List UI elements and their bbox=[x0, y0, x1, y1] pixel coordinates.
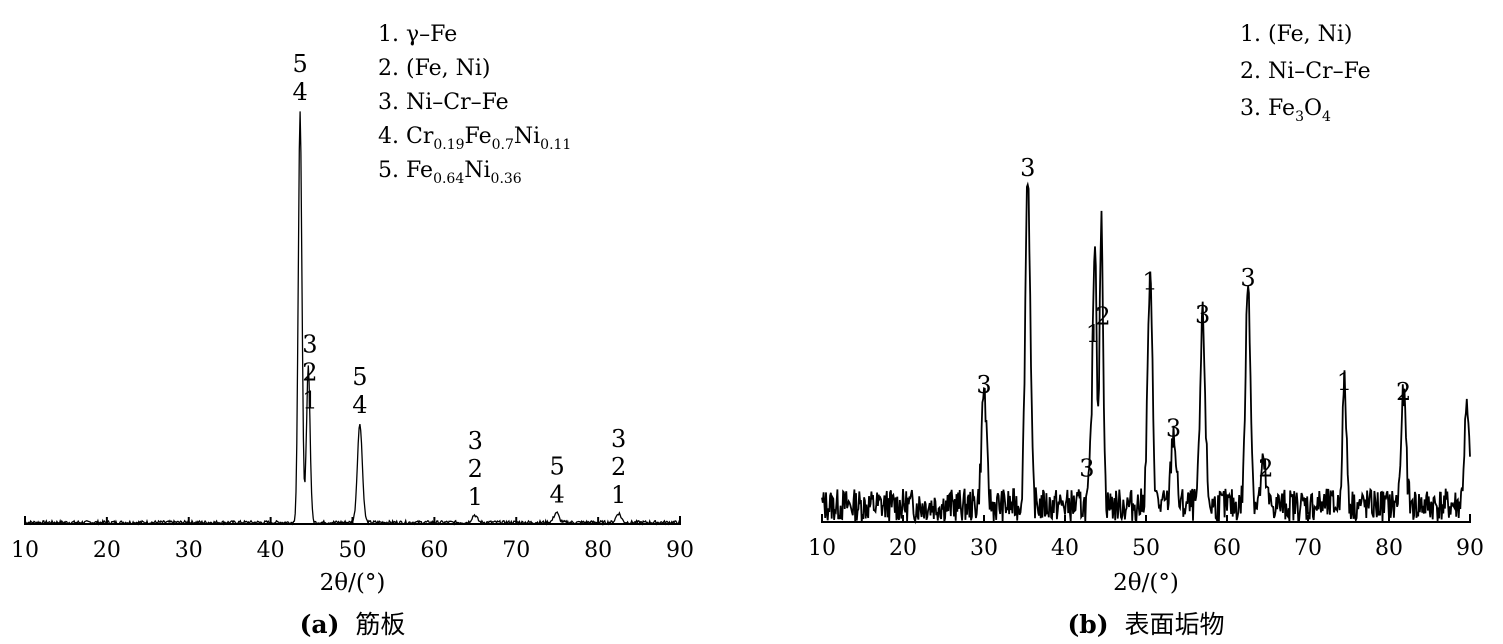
peak-label: 3 bbox=[611, 425, 626, 453]
chart-b-caption: (b) 表面垢物 bbox=[1067, 610, 1224, 639]
peak-label: 2 bbox=[1258, 455, 1273, 483]
peak-label: 3 bbox=[468, 427, 483, 455]
peak-label: 1 bbox=[611, 481, 626, 509]
peak-label: 1 bbox=[302, 386, 317, 414]
peak-label: 3 bbox=[1195, 301, 1210, 329]
x-tick-label: 20 bbox=[889, 536, 917, 561]
legend-entry: 2. Ni–Cr–Fe bbox=[1240, 59, 1371, 84]
x-tick-label: 50 bbox=[339, 538, 367, 563]
x-tick-label: 30 bbox=[175, 538, 203, 563]
x-tick-label: 60 bbox=[1213, 536, 1241, 561]
peak-label: 4 bbox=[352, 391, 367, 419]
legend-entry: 3. Ni–Cr–Fe bbox=[378, 90, 509, 115]
peak-label: 1 bbox=[1337, 368, 1352, 396]
peak-label: 2 bbox=[1396, 378, 1411, 406]
chart-a-trace bbox=[24, 111, 681, 527]
peak-label: 2 bbox=[611, 453, 626, 481]
x-tick-label: 90 bbox=[1456, 536, 1484, 561]
peak-label: 5 bbox=[352, 363, 367, 391]
peak-label: 2 bbox=[302, 358, 317, 386]
x-tick-label: 20 bbox=[93, 538, 121, 563]
peak-label: 2 bbox=[1095, 302, 1110, 330]
peak-label: 1 bbox=[468, 483, 483, 511]
legend-entry: 4. Cr0.19Fe0.7Ni0.11 bbox=[378, 124, 571, 153]
legend-entry: 3. Fe3O4 bbox=[1240, 96, 1331, 125]
x-tick-label: 70 bbox=[1294, 536, 1322, 561]
peak-label: 1 bbox=[1142, 268, 1157, 296]
chart-b-ticks: 10 20 30 40 50 60 70 80 90 bbox=[808, 515, 1484, 561]
peak-label: 3 bbox=[1166, 415, 1181, 443]
x-tick-label: 90 bbox=[666, 538, 694, 563]
peak-label: 4 bbox=[550, 481, 565, 509]
x-tick-label: 60 bbox=[420, 538, 448, 563]
chart-a-ticks: 10 20 30 40 50 60 70 80 90 bbox=[11, 517, 694, 563]
x-tick-label: 10 bbox=[808, 536, 836, 561]
chart-b-trace bbox=[821, 181, 1471, 525]
peak-label: 5 bbox=[292, 50, 307, 78]
peak-label: 3 bbox=[1079, 455, 1094, 483]
peak-label: 3 bbox=[976, 371, 991, 399]
x-tick-label: 30 bbox=[970, 536, 998, 561]
x-tick-label: 70 bbox=[502, 538, 530, 563]
chart-b-caption-prefix: (b) bbox=[1067, 610, 1108, 639]
peak-label: 3 bbox=[1240, 264, 1255, 292]
chart-a-xlabel: 2θ/(°) bbox=[320, 570, 386, 596]
x-tick-label: 50 bbox=[1132, 536, 1160, 561]
legend-entry: 1. (Fe, Ni) bbox=[1240, 22, 1353, 47]
legend-entry: 1. γ–Fe bbox=[378, 22, 457, 47]
legend-entry: 5. Fe0.64Ni0.36 bbox=[378, 158, 522, 187]
x-tick-label: 40 bbox=[257, 538, 285, 563]
peak-label: 4 bbox=[292, 78, 307, 106]
x-tick-label: 40 bbox=[1051, 536, 1079, 561]
chart-a-caption-text: 筋板 bbox=[355, 610, 405, 639]
x-tick-label: 80 bbox=[584, 538, 612, 563]
chart-b-legend: 1. (Fe, Ni) 2. Ni–Cr–Fe 3. Fe3O4 bbox=[1240, 22, 1371, 125]
chart-b-xlabel: 2θ/(°) bbox=[1113, 570, 1179, 596]
chart-a-legend: 1. γ–Fe 2. (Fe, Ni) 3. Ni–Cr–Fe 4. Cr0.19Fe… bbox=[378, 22, 571, 187]
chart-a-caption: (a) 筋板 bbox=[300, 610, 406, 639]
peak-label: 5 bbox=[550, 453, 565, 481]
x-tick-label: 80 bbox=[1375, 536, 1403, 561]
peak-label: 3 bbox=[302, 330, 317, 358]
chart-b-caption-text: 表面垢物 bbox=[1125, 610, 1225, 639]
chart-a-caption-prefix: (a) bbox=[300, 610, 340, 639]
peak-label: 1 bbox=[1086, 320, 1101, 348]
peak-label: 2 bbox=[468, 455, 483, 483]
legend-entry: 2. (Fe, Ni) bbox=[378, 56, 491, 81]
peak-label: 3 bbox=[1020, 154, 1035, 182]
x-tick-label: 10 bbox=[11, 538, 39, 563]
